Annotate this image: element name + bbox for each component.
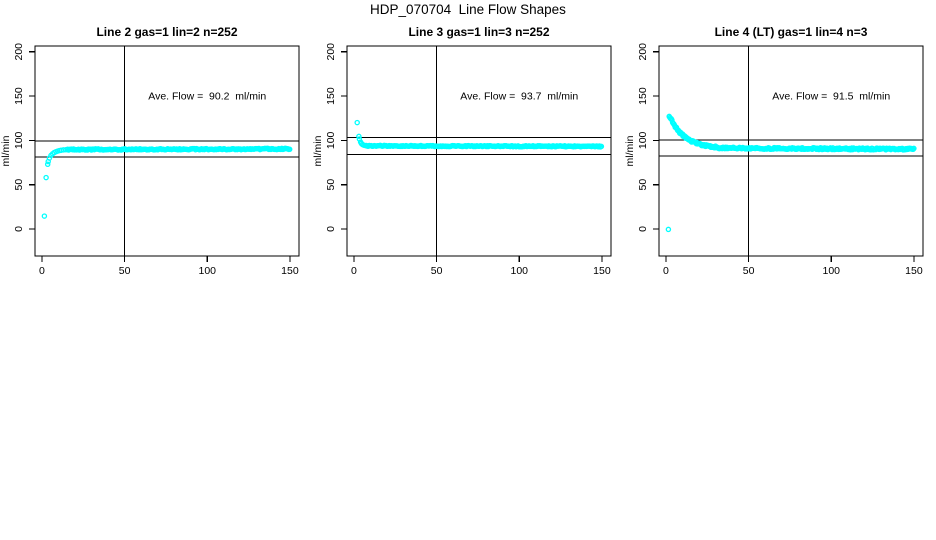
panel-title: Line 3 gas=1 lin=3 n=252 <box>408 25 549 39</box>
x-tick-label: 50 <box>431 265 443 277</box>
y-axis-label: ml/min <box>0 135 12 166</box>
panel-2: 0 50 100 150 0 50 100 150 200 ml/min Line 3 gas=1 … <box>312 25 612 277</box>
panel-title: Line 2 gas=1 lin=2 n=252 <box>96 25 237 39</box>
panel-1: 0 50 100 150 0 50 100 150 200 ml/min Line 2 gas=1 … <box>0 25 300 277</box>
x-tick-label: 150 <box>593 265 611 277</box>
plot-box <box>34 45 300 257</box>
x-tick-label: 0 <box>351 265 357 277</box>
y-tick-label: 0 <box>325 226 337 232</box>
plot-box <box>658 45 924 257</box>
x-tick-label: 100 <box>822 265 840 277</box>
y-tick-label: 50 <box>325 179 337 191</box>
y-tick-label: 0 <box>13 226 25 232</box>
panel-3: 0 50 100 150 0 50 100 150 200 ml/min Line 4 (LT) g… <box>624 25 924 277</box>
y-axis-label: ml/min <box>624 135 636 166</box>
x-tick-label: 150 <box>905 265 923 277</box>
plot-box <box>346 45 612 257</box>
y-tick-label: 100 <box>13 131 25 149</box>
ave-flow-annotation: Ave. Flow = 90.2 ml/min <box>148 91 266 103</box>
y-tick-label: 200 <box>637 43 649 61</box>
y-axis-label: ml/min <box>312 135 324 166</box>
y-tick-label: 200 <box>325 43 337 61</box>
ave-flow-annotation: Ave. Flow = 93.7 ml/min <box>460 91 578 103</box>
x-tick-label: 100 <box>198 265 216 277</box>
x-tick-label: 0 <box>663 265 669 277</box>
x-tick-label: 100 <box>510 265 528 277</box>
x-tick-label: 150 <box>281 265 299 277</box>
data-points <box>665 113 917 233</box>
y-tick-label: 100 <box>325 131 337 149</box>
y-tick-label: 0 <box>637 226 649 232</box>
data-points <box>41 145 293 219</box>
y-tick-label: 150 <box>325 87 337 105</box>
ave-flow-annotation: Ave. Flow = 91.5 ml/min <box>772 91 890 103</box>
x-tick-label: 0 <box>39 265 45 277</box>
y-tick-label: 200 <box>13 43 25 61</box>
y-tick-label: 50 <box>13 179 25 191</box>
x-tick-label: 50 <box>119 265 131 277</box>
panel-title: Line 4 (LT) gas=1 lin=4 n=3 <box>715 25 868 39</box>
figure-title: HDP_070704 Line Flow Shapes <box>370 2 566 17</box>
y-tick-label: 100 <box>637 131 649 149</box>
x-tick-label: 50 <box>743 265 755 277</box>
data-points <box>354 119 605 150</box>
y-tick-label: 150 <box>13 87 25 105</box>
y-tick-label: 50 <box>637 179 649 191</box>
y-tick-label: 150 <box>637 87 649 105</box>
